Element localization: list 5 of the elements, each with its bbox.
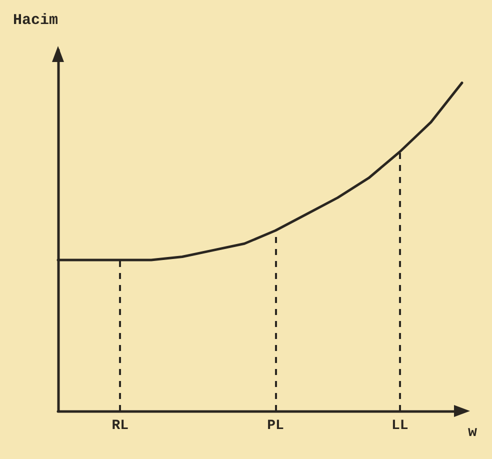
x-axis-title: w	[468, 424, 478, 441]
x-tick-label: RL	[112, 418, 129, 434]
x-tick-label: PL	[267, 418, 284, 434]
x-tick-label: LL	[391, 418, 408, 434]
y-axis-title: Hacim	[12, 12, 58, 29]
